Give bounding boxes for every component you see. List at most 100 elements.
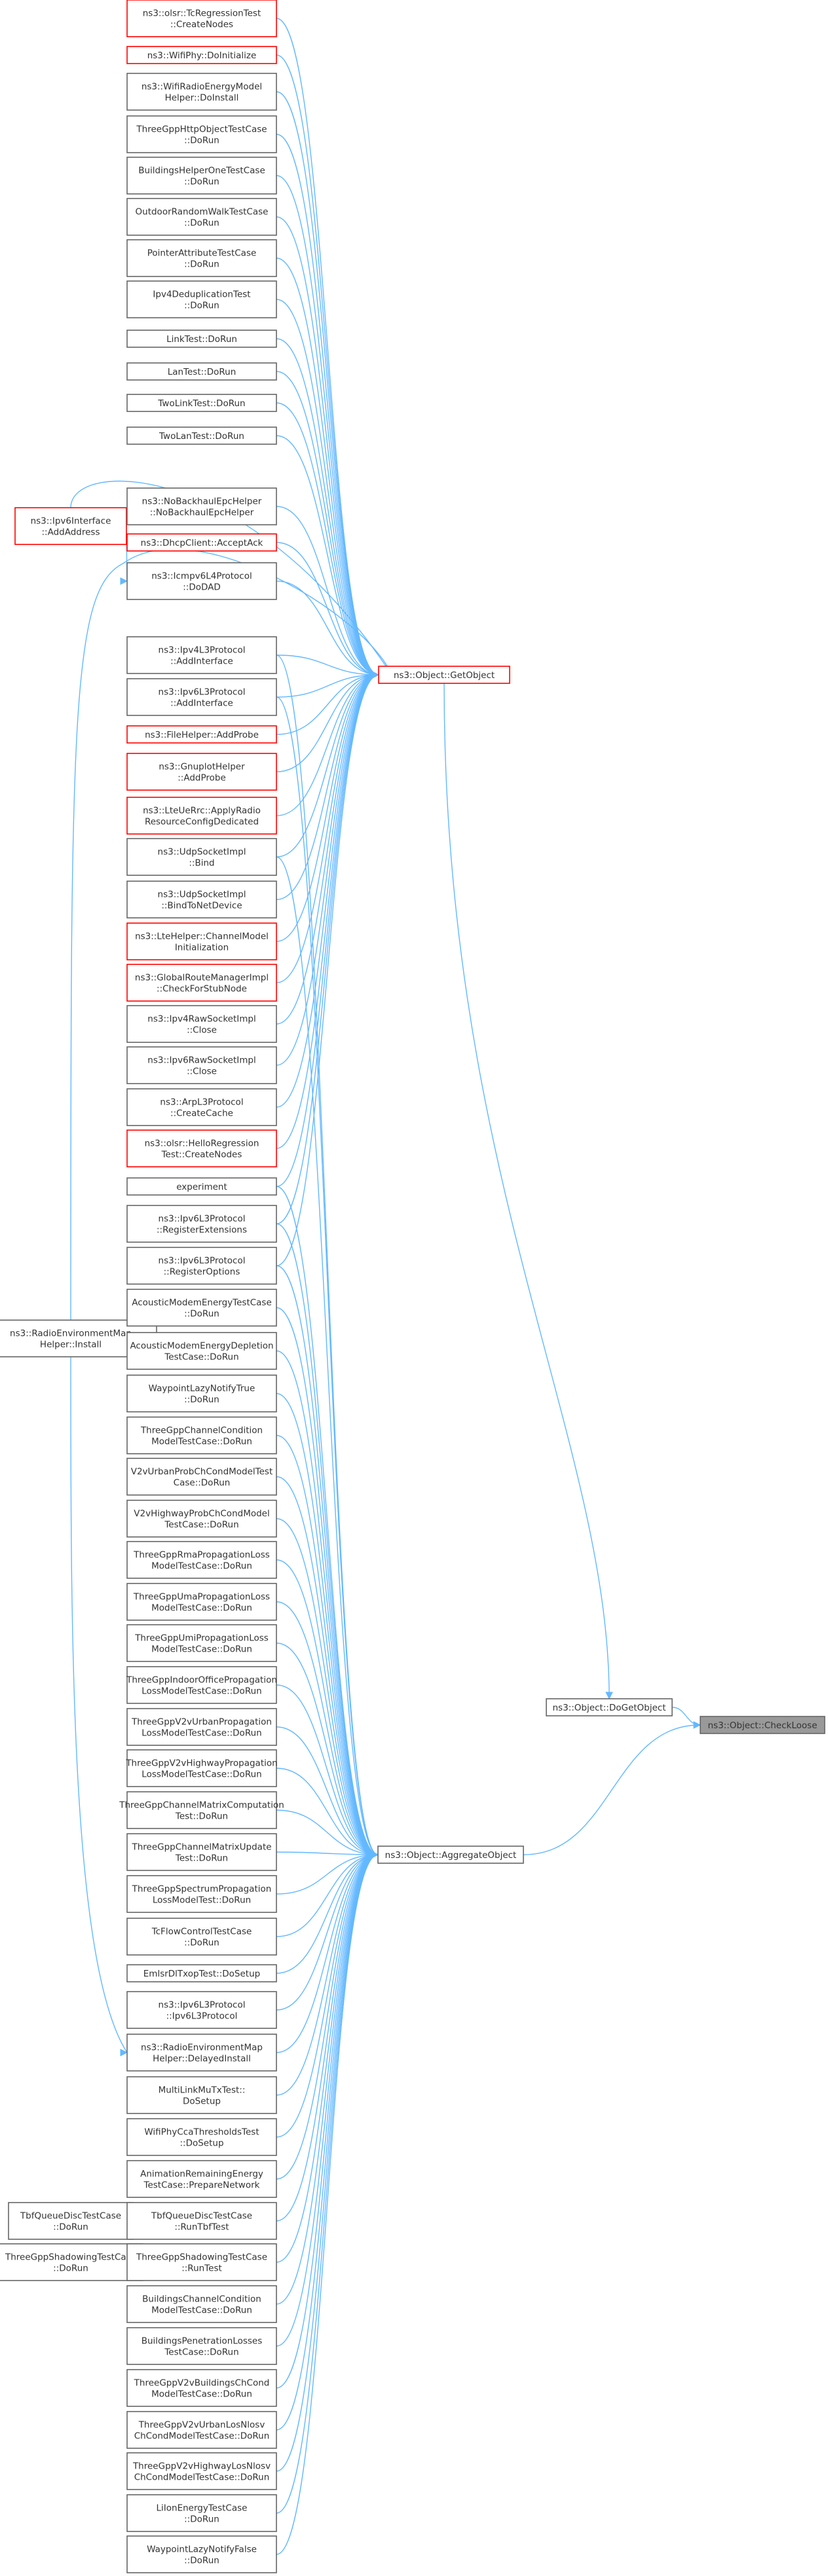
node-cr[interactable]: ns3::olsr::TcRegressionTest::CreateNodes bbox=[126, 0, 277, 37]
node-vup[interactable]: ThreeGppV2vUrbanPropagationLossModelTest… bbox=[126, 1708, 277, 1746]
node-ame[interactable]: AcousticModemEnergyTestCase::DoRun bbox=[126, 1289, 277, 1327]
node-lhc[interactable]: ns3::LteHelper::ChannelModelInitializati… bbox=[126, 922, 277, 960]
node-i6r[interactable]: ns3::Ipv6RawSocketImpl::Close bbox=[126, 1046, 277, 1084]
node-are[interactable]: AnimationRemainingEnergyTestCase::Prepar… bbox=[126, 2160, 277, 2198]
node-dgo[interactable]: ns3::Object::DoGetObject bbox=[546, 1698, 673, 1716]
node-box bbox=[126, 1332, 277, 1370]
node-lkt[interactable]: LinkTest::DoRun bbox=[126, 330, 277, 348]
node-gsh[interactable]: ThreeGppShadowingTestCase::DoRun bbox=[0, 2243, 143, 2281]
node-usb[interactable]: ns3::UdpSocketImpl::Bind bbox=[126, 838, 277, 876]
edge-dgo-to-chk bbox=[671, 1707, 701, 1726]
node-i6o[interactable]: ns3::Ipv6L3Protocol::RegisterOptions bbox=[126, 1247, 277, 1285]
node-arp[interactable]: ns3::ArpL3Protocol::CreateCache bbox=[126, 1088, 277, 1126]
edge-wlf-to-agg bbox=[276, 1854, 379, 2555]
node-lie[interactable]: LiIonEnergyTestCase::DoRun bbox=[126, 2494, 277, 2532]
node-cmc[interactable]: ThreeGppChannelMatrixComputationTest::Do… bbox=[119, 1791, 284, 1829]
node-mlm[interactable]: MultiLinkMuTxTest::DoSetup bbox=[126, 2076, 277, 2114]
node-wlf[interactable]: WaypointLazyNotifyFalse::DoRun bbox=[126, 2535, 277, 2573]
node-i6e[interactable]: ns3::Ipv6L3Protocol::RegisterExtensions bbox=[126, 1205, 277, 1243]
node-exp[interactable]: experiment bbox=[126, 1177, 277, 1196]
node-i4a[interactable]: ns3::Ipv4L3Protocol::AddInterface bbox=[126, 636, 277, 674]
node-gvu[interactable]: ThreeGppV2vUrbanLosNlosvChCondModelTestC… bbox=[126, 2411, 277, 2449]
node-label: TwoLinkTest::DoRun bbox=[157, 398, 245, 409]
node-uma[interactable]: ThreeGppUmaPropagationLossModelTestCase:… bbox=[126, 1583, 277, 1621]
node-wlt[interactable]: WaypointLazyNotifyTrue::DoRun bbox=[126, 1374, 277, 1412]
node-label: ::CreateNodes bbox=[170, 20, 233, 30]
node-gha[interactable]: ns3::GnuplotHelper::AddProbe bbox=[126, 753, 277, 791]
node-emd[interactable]: EmlsrDlTxopTest::DoSetup bbox=[126, 1964, 277, 1982]
node-label: ThreeGppSpectrumPropagation bbox=[132, 1884, 272, 1895]
node-label: ::DoRun bbox=[184, 301, 219, 311]
node-nbh[interactable]: ns3::NoBackhaulEpcHelper::NoBackhaulEpcH… bbox=[126, 487, 277, 525]
node-hot[interactable]: ThreeGppHttpObjectTestCase::DoRun bbox=[126, 115, 277, 153]
node-i4r[interactable]: ns3::Ipv4RawSocketImpl::Close bbox=[126, 1005, 277, 1043]
node-gcc[interactable]: ThreeGppChannelConditionModelTestCase::D… bbox=[126, 1416, 277, 1454]
node-label: ::DoRun bbox=[184, 1938, 219, 1948]
node-rdi[interactable]: ns3::RadioEnvironmentMapHelper::DelayedI… bbox=[126, 2034, 277, 2072]
node-label: LinkTest::DoRun bbox=[166, 334, 237, 345]
edge-v2u-to-agg bbox=[276, 1476, 379, 1855]
node-label: ns3::DhcpClient::AcceptAck bbox=[141, 538, 263, 548]
node-spl[interactable]: ThreeGppSpectrumPropagationLossModelTest… bbox=[126, 1875, 277, 1913]
node-label: V2vUrbanProbChCondModelTest bbox=[131, 1467, 273, 1477]
node-wcc[interactable]: WifiPhyCcaThresholdsTest::DoSetup bbox=[126, 2118, 277, 2156]
node-icm[interactable]: ns3::Icmpv6L4Protocol::DoDAD bbox=[126, 562, 277, 600]
node-ipi[interactable]: ns3::Ipv6Interface::AddAddress bbox=[14, 507, 127, 545]
node-lnt[interactable]: LanTest::DoRun bbox=[126, 362, 277, 381]
node-box bbox=[126, 1708, 277, 1746]
node-fha[interactable]: ns3::FileHelper::AddProbe bbox=[126, 725, 277, 744]
node-tln[interactable]: TwoLanTest::DoRun bbox=[126, 426, 277, 445]
node-label: ThreeGppV2vHighwayPropagation bbox=[125, 1758, 277, 1769]
node-label: ns3::olsr::HelloRegression bbox=[145, 1139, 259, 1149]
node-tlk[interactable]: TwoLinkTest::DoRun bbox=[126, 394, 277, 412]
node-tbq[interactable]: TbfQueueDiscTestCase::DoRun bbox=[8, 2202, 134, 2240]
node-dca[interactable]: ns3::DhcpClient::AcceptAck bbox=[126, 533, 277, 552]
node-gsr[interactable]: ThreeGppShadowingTestCase::RunTest bbox=[126, 2243, 277, 2281]
node-rma[interactable]: ThreeGppRmaPropagationLossModelTestCase:… bbox=[126, 1541, 277, 1579]
node-i6a[interactable]: ns3::Ipv6L3Protocol::AddInterface bbox=[126, 678, 277, 716]
edge-gha-to-gob bbox=[276, 674, 379, 772]
node-grm[interactable]: ns3::GlobalRouteManagerImpl::CheckForStu… bbox=[126, 964, 277, 1002]
node-label: ns3::Ipv6RawSocketImpl bbox=[147, 1055, 255, 1066]
node-label: LossModelTest::DoRun bbox=[153, 1895, 251, 1906]
node-label: ::DoRun bbox=[184, 259, 219, 270]
edge-tln-to-gob bbox=[276, 435, 379, 675]
node-label: AcousticModemEnergyTestCase bbox=[132, 1298, 272, 1308]
node-orw[interactable]: OutdoorRandomWalkTestCase::DoRun bbox=[126, 198, 277, 236]
node-pat[interactable]: PointerAttributeTestCase::DoRun bbox=[126, 239, 277, 277]
node-chk[interactable]: ns3::Object::CheckLoose bbox=[700, 1716, 825, 1734]
edge-exp-to-gob bbox=[276, 674, 379, 1187]
node-umi[interactable]: ThreeGppUmiPropagationLossModelTestCase:… bbox=[126, 1624, 277, 1662]
node-bho[interactable]: BuildingsHelperOneTestCase::DoRun bbox=[126, 157, 277, 195]
node-vhp[interactable]: ThreeGppV2vHighwayPropagationLossModelTe… bbox=[125, 1749, 278, 1787]
node-label: ::DoRun bbox=[184, 1309, 219, 1319]
node-gob[interactable]: ns3::Object::GetObject bbox=[378, 666, 510, 684]
node-lur[interactable]: ns3::LteUeRrc::ApplyRadioResourceConfigD… bbox=[126, 797, 277, 835]
node-ipd[interactable]: Ipv4DeduplicationTest::DoRun bbox=[126, 280, 277, 318]
node-label: TestCase::DoRun bbox=[164, 2347, 238, 2358]
node-bcc[interactable]: BuildingsChannelConditionModelTestCase::… bbox=[126, 2285, 277, 2323]
node-amd[interactable]: AcousticModemEnergyDepletionTestCase::Do… bbox=[126, 1332, 277, 1370]
edge-mlm-to-agg bbox=[276, 1854, 379, 2096]
node-i6p[interactable]: ns3::Ipv6L3Protocol::Ipv6L3Protocol bbox=[126, 1991, 277, 2029]
node-bpl[interactable]: BuildingsPenetrationLossesTestCase::DoRu… bbox=[126, 2327, 277, 2365]
node-label: BuildingsHelperOneTestCase bbox=[138, 166, 265, 176]
node-tcf[interactable]: TcFlowControlTestCase::DoRun bbox=[126, 1918, 277, 1956]
node-wre[interactable]: ns3::WifiRadioEnergyModelHelper::DoInsta… bbox=[126, 73, 277, 111]
edge-bcc-to-agg bbox=[276, 1854, 379, 2305]
node-label: ::DoRun bbox=[53, 2263, 88, 2274]
node-box bbox=[126, 2034, 277, 2072]
node-wd[interactable]: ns3::WifiPhy::DoInitialize bbox=[126, 46, 277, 64]
node-label: ::AddProbe bbox=[178, 773, 226, 784]
node-ubd[interactable]: ns3::UdpSocketImpl::BindToNetDevice bbox=[126, 881, 277, 919]
node-gvb[interactable]: ThreeGppV2vBuildingsChCondModelTestCase:… bbox=[126, 2369, 277, 2407]
node-tbr[interactable]: TbfQueueDiscTestCase::RunTbfTest bbox=[126, 2202, 277, 2240]
node-ohr[interactable]: ns3::olsr::HelloRegressionTest::CreateNo… bbox=[126, 1129, 277, 1167]
node-agg[interactable]: ns3::Object::AggregateObject bbox=[377, 1846, 524, 1864]
node-ioo[interactable]: ThreeGppIndoorOfficePropagationLossModel… bbox=[126, 1666, 277, 1704]
node-label: ::AddInterface bbox=[170, 698, 233, 709]
node-gvh[interactable]: ThreeGppV2vHighwayLosNlosvChCondModelTes… bbox=[126, 2452, 277, 2490]
